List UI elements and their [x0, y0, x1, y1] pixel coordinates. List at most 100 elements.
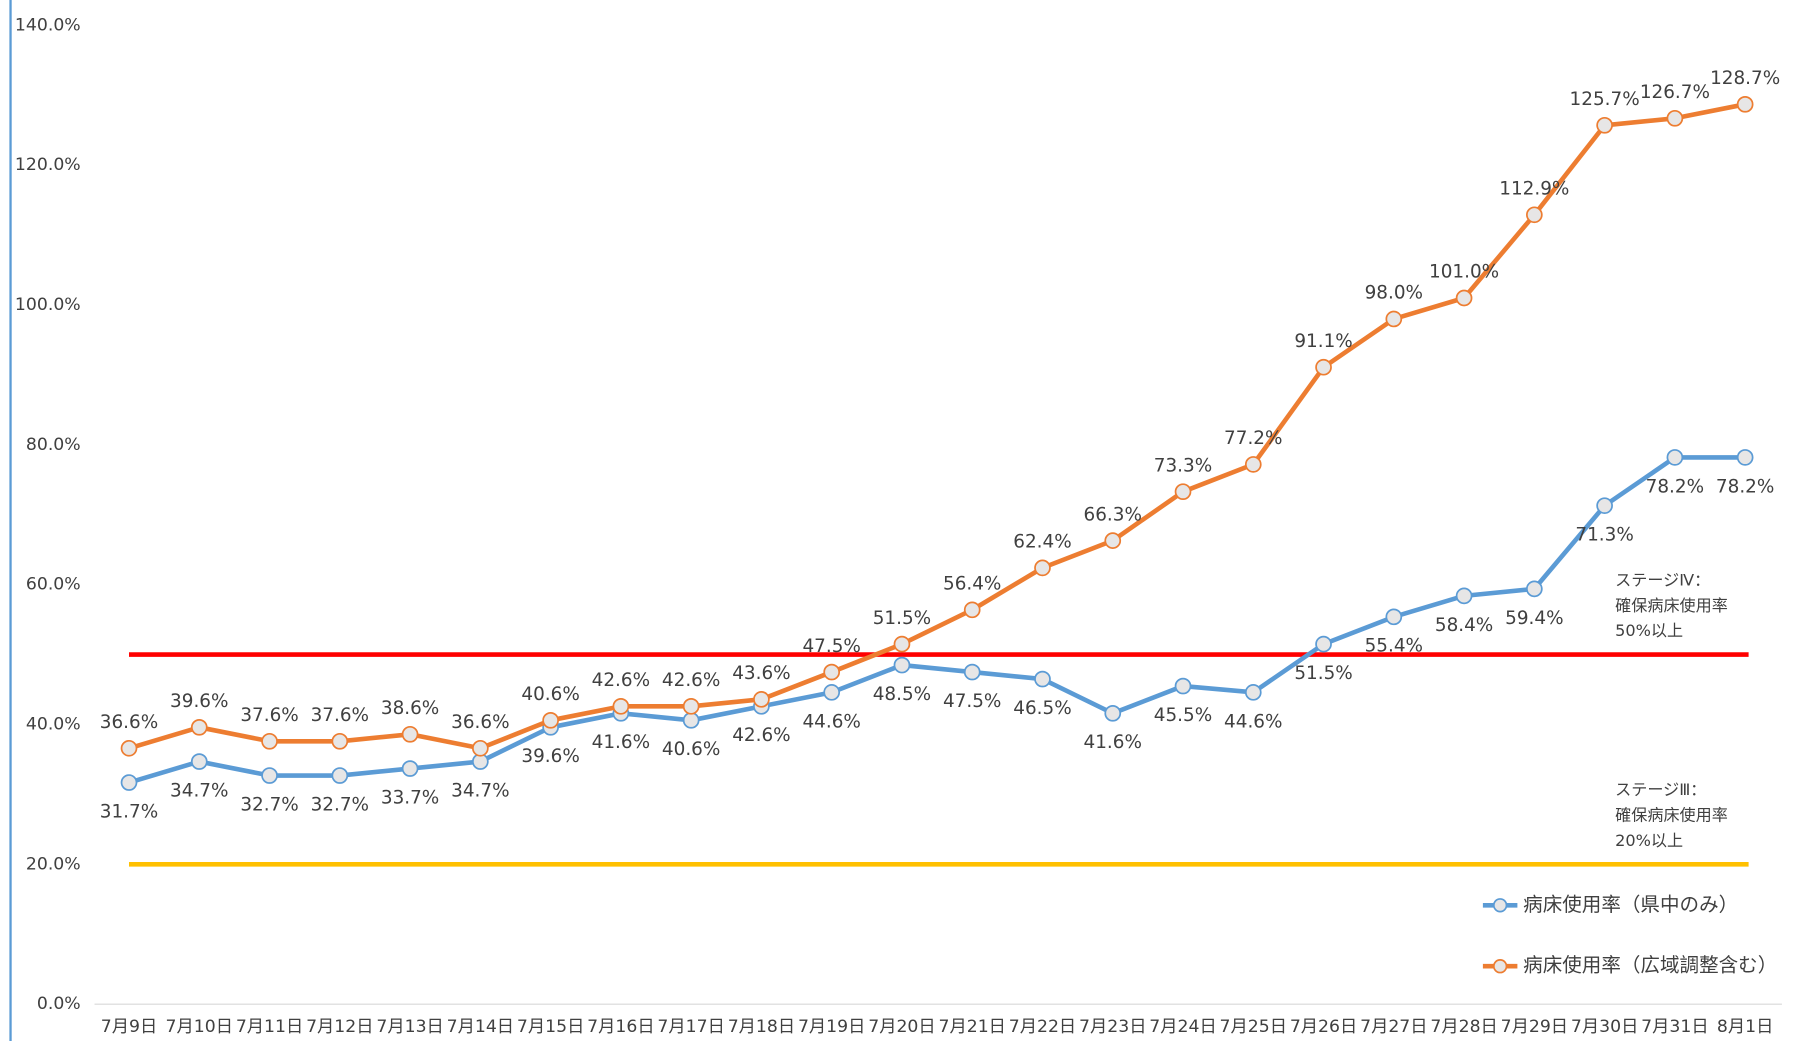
data-label: 44.6% [1224, 711, 1282, 732]
x-tick-label: 7月24日 [1149, 1017, 1216, 1037]
data-label: 71.3% [1575, 525, 1633, 546]
reference-label: 確保病床使用率 [1615, 806, 1728, 825]
data-label: 32.7% [311, 794, 369, 815]
point [1455, 587, 1473, 605]
data-label: 77.2% [1224, 428, 1282, 449]
reference-label: 確保病床使用率 [1615, 596, 1728, 615]
point [190, 753, 208, 770]
data-label: 40.6% [662, 739, 720, 760]
point [120, 774, 138, 791]
y-tick-label: 0.0% [37, 994, 81, 1014]
x-tick-label: 7月31日 [1641, 1017, 1708, 1037]
x-tick-label: 7月22日 [1009, 1017, 1076, 1037]
point [1034, 559, 1051, 577]
x-tick-label: 7月14日 [447, 1017, 514, 1037]
data-label: 42.6% [662, 670, 720, 691]
point [1315, 635, 1332, 653]
reference-label: ステージⅢ： [1615, 780, 1706, 799]
data-label: 43.6% [732, 663, 790, 684]
point [261, 767, 278, 784]
series-line [128, 102, 1746, 751]
data-label: 56.4% [943, 574, 1001, 595]
x-tick-label: 7月26日 [1290, 1017, 1357, 1037]
data-label: 46.5% [1013, 698, 1071, 719]
data-label: 78.2% [1646, 476, 1704, 497]
point [1736, 95, 1754, 113]
data-label: 36.6% [451, 712, 509, 733]
point [1596, 116, 1613, 134]
x-tick-label: 7月27日 [1360, 1017, 1427, 1037]
data-label: 55.4% [1365, 636, 1423, 657]
data-label: 33.7% [381, 787, 439, 808]
point [542, 711, 559, 729]
y-tick-label: 120.0% [15, 155, 81, 175]
point [893, 656, 911, 674]
x-tick-label: 7月16日 [587, 1017, 654, 1037]
point [1666, 109, 1684, 127]
data-label: 48.5% [873, 684, 931, 705]
point [1244, 684, 1262, 701]
data-label: 73.3% [1154, 455, 1212, 476]
legend-label: 病床使用率（広域調整含む） [1523, 954, 1777, 977]
data-label: 34.7% [170, 780, 228, 801]
data-label: 39.6% [170, 691, 228, 712]
point [682, 697, 700, 715]
y-tick-label: 80.0% [26, 435, 81, 455]
reference-label: ステージⅣ： [1615, 570, 1710, 589]
data-label: 125.7% [1570, 89, 1640, 110]
point [1104, 704, 1122, 722]
x-tick-label: 7月23日 [1079, 1017, 1146, 1037]
point [190, 718, 208, 736]
x-tick-label: 7月9日 [101, 1017, 157, 1037]
data-label: 34.7% [451, 780, 509, 801]
data-label: 126.7% [1640, 82, 1710, 103]
point [963, 663, 981, 681]
data-label: 58.4% [1435, 615, 1493, 636]
data-label: 47.5% [802, 636, 860, 657]
point [1455, 289, 1473, 307]
point [1385, 608, 1403, 626]
x-tick-label: 7月17日 [657, 1017, 724, 1037]
series: 36.6% 39.6% 37.6% 37.6% 38.6% 36.6% 40.6% 42.6%… [100, 68, 1780, 757]
data-label: 59.4% [1505, 608, 1563, 629]
point [1736, 449, 1754, 466]
point [120, 739, 138, 757]
data-label: 66.3% [1084, 504, 1142, 525]
y-tick-label: 100.0% [15, 295, 81, 315]
y-tick-label: 60.0% [26, 575, 81, 595]
point [963, 601, 981, 619]
point [893, 635, 911, 653]
x-tick-label: 7月19日 [798, 1017, 865, 1037]
point [1666, 449, 1684, 466]
reference-label: 50%以上 [1615, 621, 1683, 640]
point [1385, 310, 1403, 328]
data-label: 42.6% [592, 670, 650, 691]
x-tick-label: 7月25日 [1220, 1017, 1287, 1037]
point [1104, 532, 1122, 549]
point [1174, 483, 1192, 501]
point [331, 732, 349, 750]
x-tick-label: 7月21日 [938, 1017, 1005, 1037]
data-label: 39.6% [521, 746, 579, 767]
point [1174, 677, 1192, 695]
point [1596, 497, 1613, 514]
point [823, 663, 841, 681]
data-label: 47.5% [943, 691, 1001, 712]
legend-marker [1492, 898, 1508, 913]
x-tick-label: 8月1日 [1717, 1017, 1773, 1037]
x-tick-label: 7月10日 [166, 1017, 233, 1037]
data-label: 41.6% [1084, 732, 1142, 753]
point [753, 690, 770, 708]
x-tick-label: 7月13日 [376, 1017, 443, 1037]
point [472, 739, 489, 757]
x-tick-label: 7月11日 [236, 1017, 303, 1037]
x-tick-label: 7月20日 [868, 1017, 935, 1037]
data-label: 51.5% [873, 608, 931, 629]
y-tick-label: 20.0% [26, 854, 81, 874]
data-label: 51.5% [1294, 663, 1352, 684]
point [1526, 206, 1543, 224]
data-label: 112.9% [1499, 178, 1569, 199]
point [682, 711, 700, 729]
data-label: 31.7% [100, 801, 158, 822]
